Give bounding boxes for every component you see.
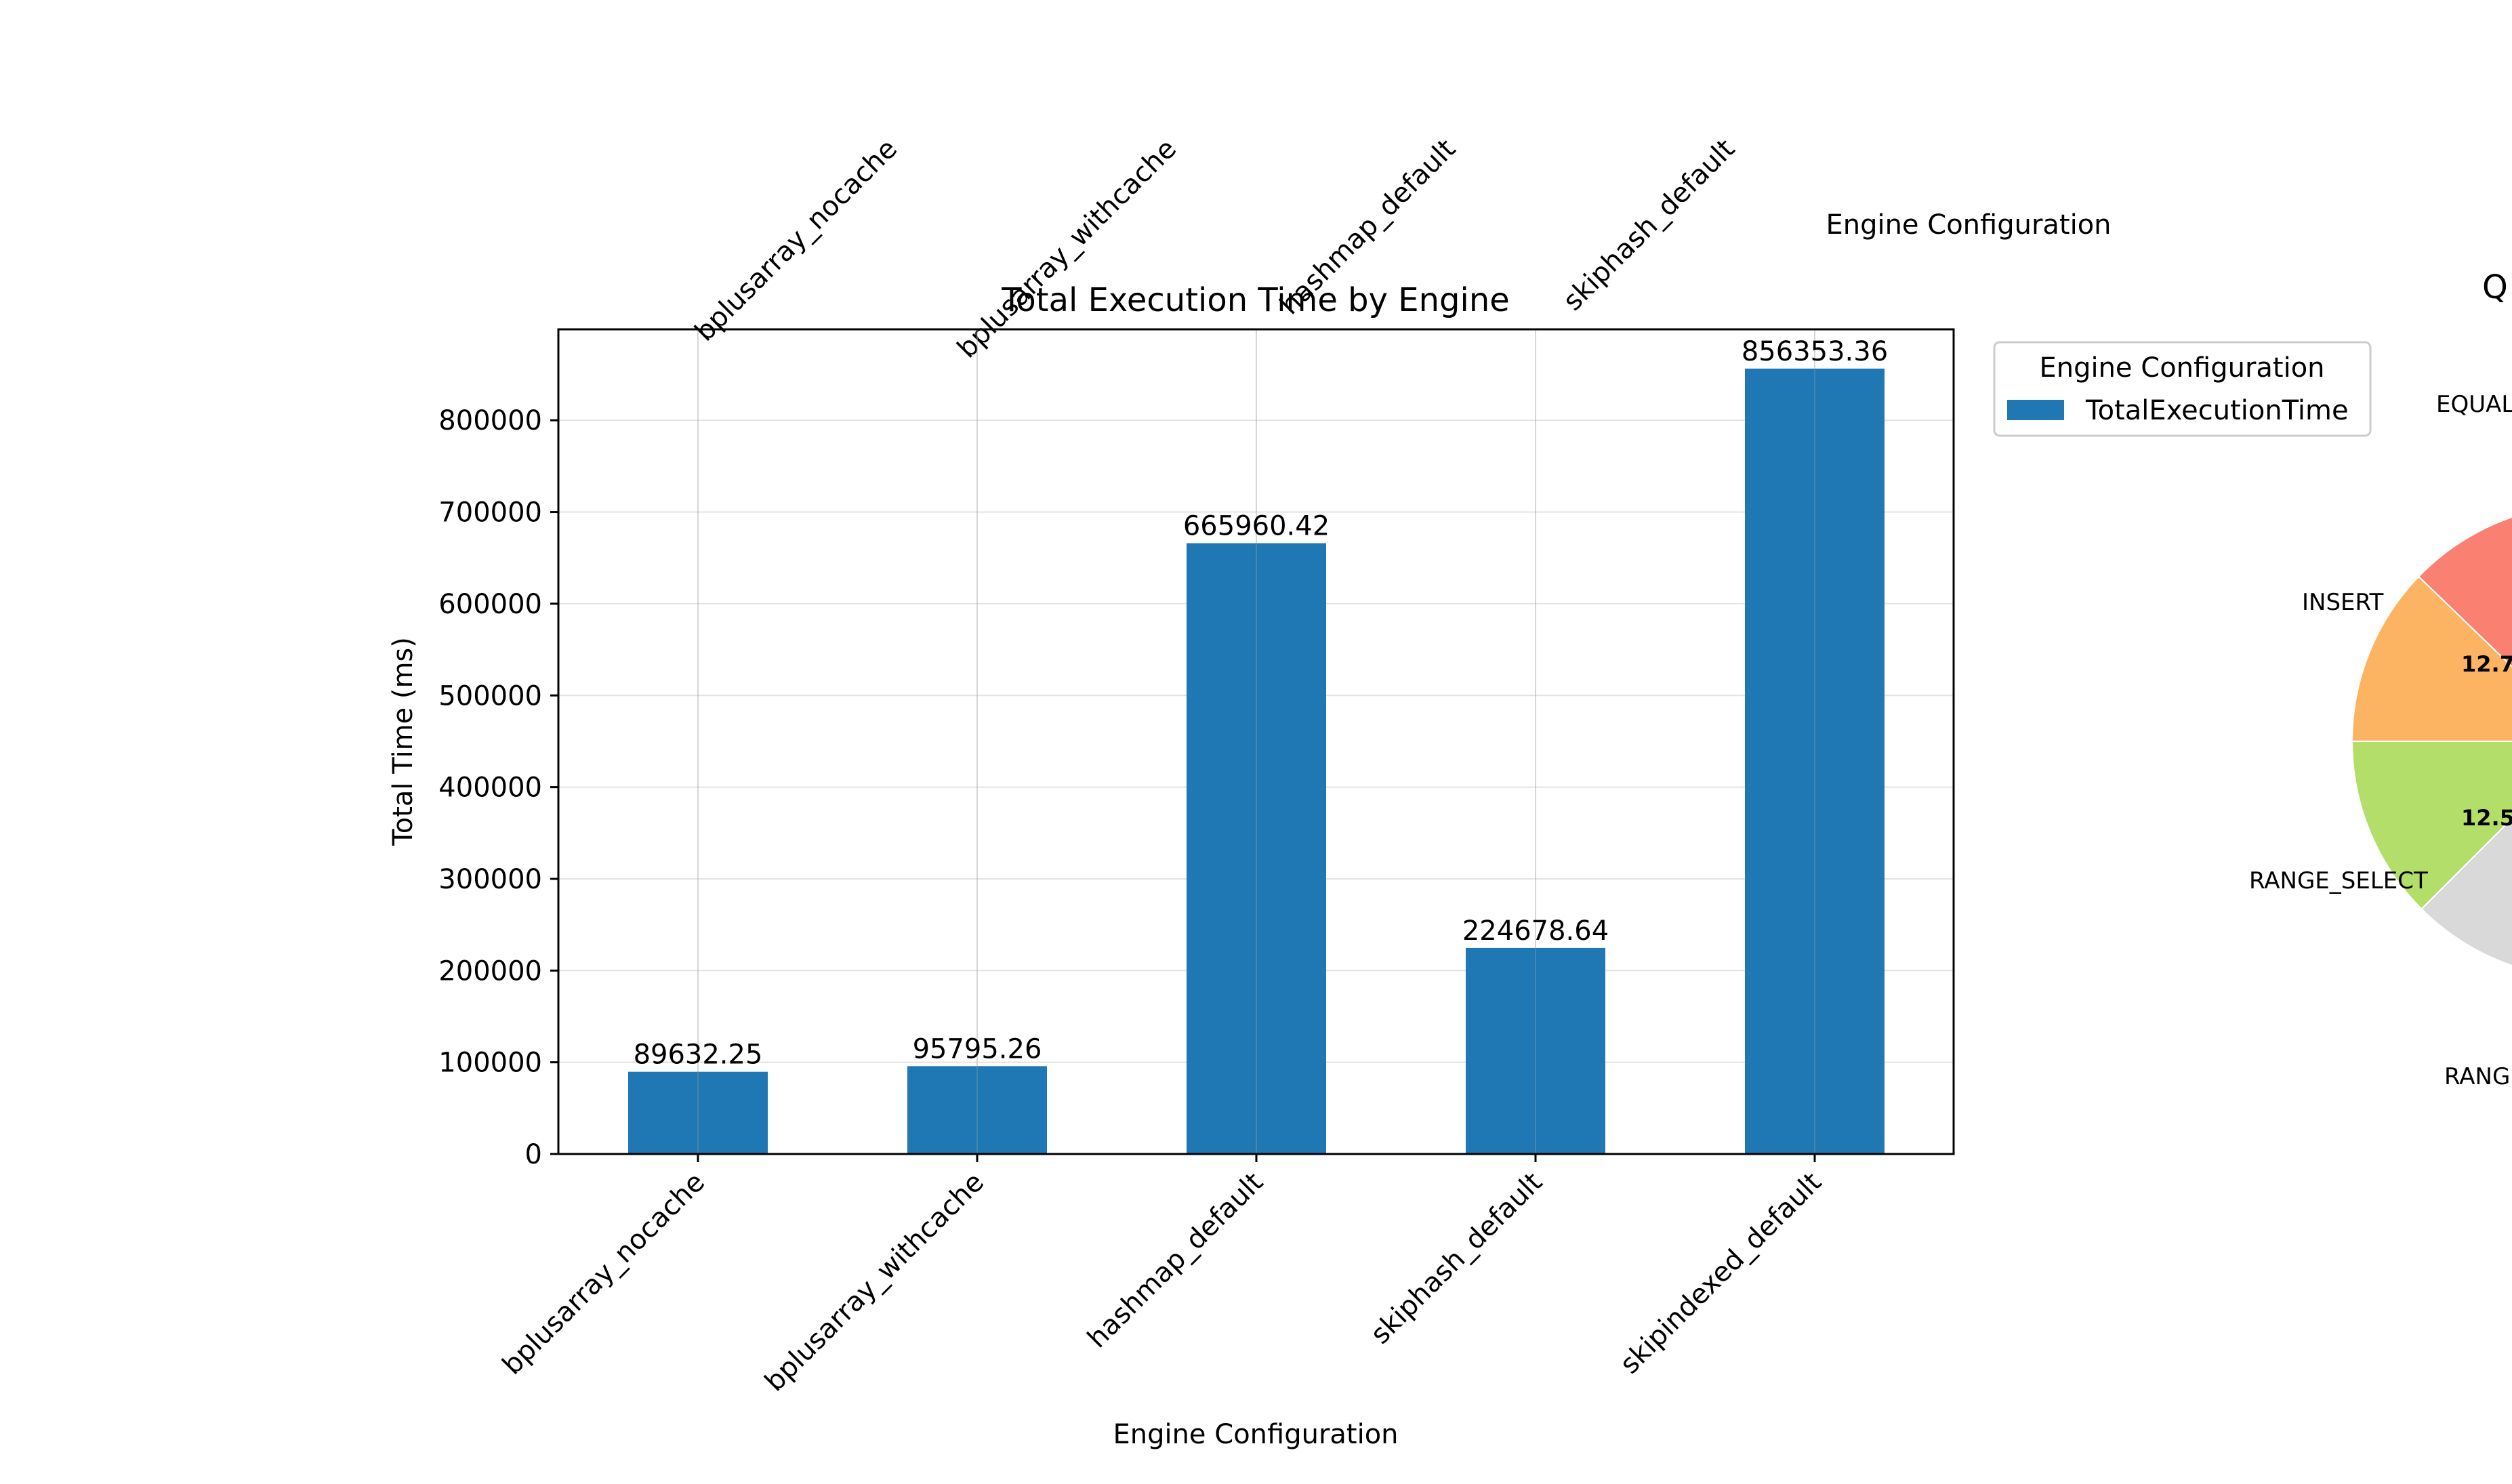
data-labels: 89632.25 95795.26 665960.42 224678.64 856353…: [634, 336, 1889, 1071]
top-chart-x-tick-label: bplusarray_nocache: [689, 133, 903, 348]
pie-label-equal: EQUAL: [2436, 391, 2512, 418]
x-axis-label: Engine Configuration: [1113, 1419, 1398, 1450]
partial-pie-chart: [2351, 516, 2512, 966]
bar-data-label: 89632.25: [634, 1039, 763, 1071]
pie-label-insert: INSERT: [2302, 589, 2384, 616]
x-tick-label: bplusarray_withcache: [759, 1167, 990, 1398]
y-tick-label: 500000: [438, 680, 542, 712]
bar-data-label: 224678.64: [1462, 915, 1609, 947]
x-tick-label: skiphash_default: [1365, 1167, 1548, 1351]
bar: [907, 1066, 1047, 1154]
bar: [1466, 947, 1605, 1154]
pie-label-range-select: RANGE_SELECT: [2249, 867, 2428, 894]
pie-title-fragment: Q: [2482, 268, 2508, 306]
bar: [628, 1071, 768, 1154]
y-tick-label: 100000: [438, 1048, 542, 1079]
legend-title: Engine Configuration: [2039, 352, 2324, 384]
y-tick-label: 200000: [438, 955, 542, 987]
y-tick-label: 600000: [438, 589, 542, 620]
pie-slice-equal: [2417, 516, 2512, 668]
bar-data-label: 856353.36: [1742, 336, 1888, 367]
x-tick-label: hashmap_default: [1082, 1167, 1269, 1355]
pie-slice-range: [2421, 817, 2512, 966]
y-tick-label: 400000: [438, 772, 542, 804]
x-axis-ticks: bplusarray_nocache bplusarray_withcache ha…: [497, 1154, 1828, 1398]
bar: [1745, 368, 1885, 1154]
top-chart-x-axis-label: Engine Configuration: [1826, 209, 2111, 241]
pie-slice-range-select: [2351, 741, 2512, 910]
pie-pct-insert: 12.7: [2461, 651, 2512, 677]
y-axis-ticks: 0 100000 200000 300000 400000 500000 600000 700…: [438, 405, 558, 1170]
pie-slice-insert: [2351, 575, 2512, 742]
pie-pct-range-select: 12.5: [2461, 805, 2512, 831]
legend-entry-label: TotalExecutionTime: [2085, 395, 2349, 426]
y-tick-label: 800000: [438, 405, 542, 436]
legend-frame: [1993, 341, 2372, 437]
top-chart-x-tick-label: skiphash_default: [1557, 133, 1741, 317]
bar-data-label: 665960.42: [1183, 511, 1330, 542]
x-tick-label: bplusarray_nocache: [497, 1167, 711, 1381]
y-tick-label: 700000: [438, 497, 542, 529]
bar: [1187, 543, 1326, 1154]
x-tick-label: skipindexed_default: [1614, 1167, 1828, 1380]
y-tick-label: 0: [525, 1139, 542, 1170]
chart-title: Total Execution Time by Engine: [1001, 281, 1510, 319]
legend: Engine Configuration TotalExecutionTime: [1993, 341, 2372, 437]
bar-data-label: 95795.26: [913, 1033, 1042, 1065]
y-axis-label: Total Time (ms): [388, 637, 419, 846]
y-tick-label: 300000: [438, 864, 542, 895]
bar-series: [628, 329, 1885, 1154]
pie-label-range-fragment: RANG: [2444, 1063, 2510, 1090]
legend-swatch: [2007, 400, 2064, 420]
